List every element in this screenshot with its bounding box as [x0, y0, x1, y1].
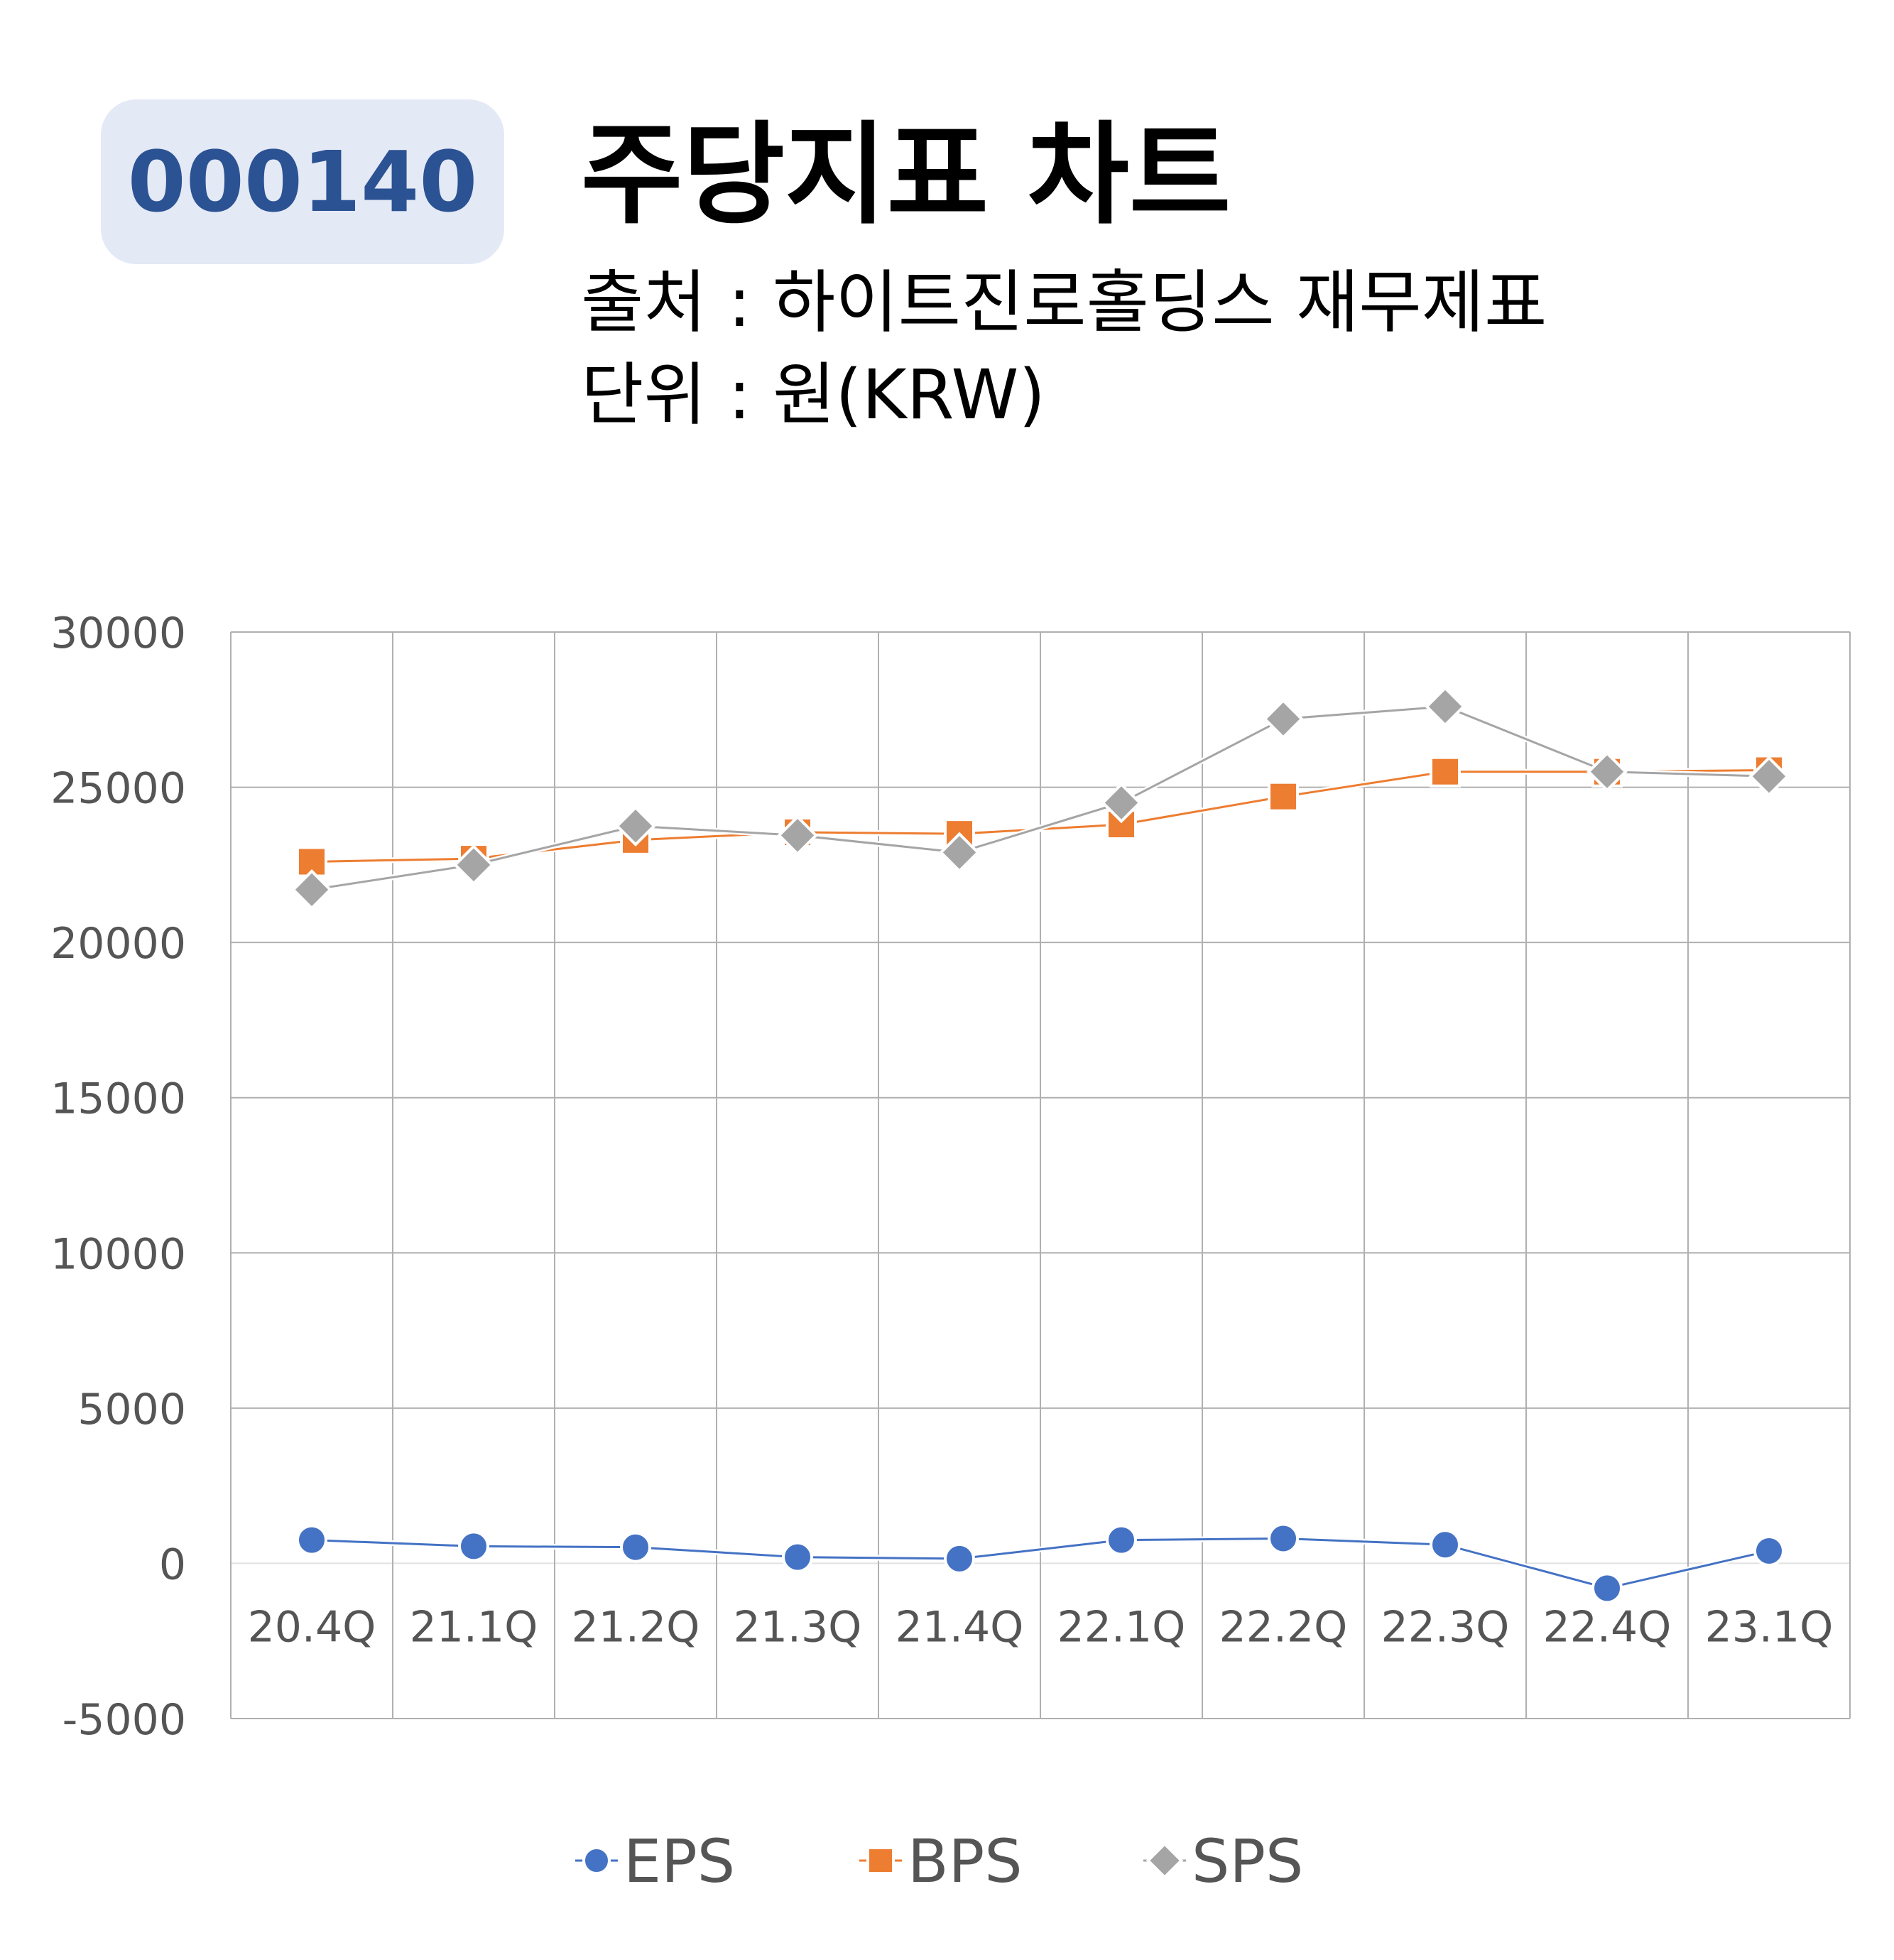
- y-tick-label: 10000: [50, 1229, 186, 1279]
- eps-point: [1106, 1524, 1137, 1556]
- eps-point: [582, 1846, 611, 1875]
- stock-code-badge: 000140: [101, 99, 504, 264]
- eps-point: [944, 1542, 975, 1574]
- legend-item-sps: SPS: [1143, 1826, 1303, 1896]
- y-tick-label: 5000: [77, 1385, 186, 1434]
- x-tick-label: 22.4Q: [1543, 1602, 1672, 1652]
- legend-item-bps: BPS: [859, 1826, 1023, 1896]
- x-tick-label: 23.1Q: [1705, 1602, 1834, 1652]
- eps-point: [296, 1524, 327, 1556]
- stock-code: 000140: [127, 133, 478, 231]
- x-tick-label: 21.2Q: [572, 1602, 700, 1652]
- page-title: 주당지표 차트: [581, 110, 1231, 239]
- sps-point: [1145, 1841, 1184, 1880]
- series-eps: [296, 1523, 1785, 1604]
- y-axis-ticks: -5000 0 5000 10000 15000 20000 25000 30000: [50, 609, 186, 1745]
- eps-point: [620, 1531, 651, 1563]
- eps-point: [1591, 1572, 1623, 1604]
- series-line: [311, 1537, 1770, 1589]
- bps-point: [1268, 780, 1299, 812]
- sps-point: [291, 869, 332, 910]
- x-tick-label: 22.1Q: [1057, 1602, 1186, 1652]
- line-chart: -5000 0 5000 10000 15000 20000 25000 30000 20.4…: [50, 609, 1851, 1896]
- legend: EPS BPS SPS: [575, 1826, 1303, 1896]
- sps-point: [777, 815, 818, 856]
- sps-point: [615, 805, 656, 847]
- sps-point: [1748, 756, 1790, 797]
- x-tick-label: 21.3Q: [734, 1602, 862, 1652]
- y-tick-label: 20000: [50, 919, 186, 969]
- sps-point: [1587, 751, 1628, 793]
- eps-point: [782, 1541, 813, 1573]
- y-tick-label: 30000: [50, 609, 186, 658]
- legend-label: BPS: [908, 1826, 1023, 1896]
- legend-label: EPS: [624, 1826, 735, 1896]
- sps-point: [1101, 782, 1142, 824]
- series-lines: [291, 686, 1790, 1604]
- x-tick-label: 21.4Q: [896, 1602, 1024, 1652]
- y-tick-label: 15000: [50, 1074, 186, 1124]
- eps-point: [1268, 1523, 1299, 1555]
- legend-label: SPS: [1192, 1826, 1303, 1896]
- chart-header: 000140 주당지표 차트 출처 : 하이트진로홀딩스 재무제표 단위 : 원…: [0, 0, 1894, 497]
- sps-point: [1425, 686, 1466, 727]
- x-tick-label: 20.4Q: [248, 1602, 376, 1652]
- sps-point: [939, 832, 980, 873]
- x-tick-label: 22.3Q: [1381, 1602, 1510, 1652]
- bps-point: [866, 1846, 895, 1875]
- unit-text: 단위 : 원(KRW): [581, 355, 1045, 435]
- eps-point: [1753, 1535, 1785, 1567]
- eps-point: [1430, 1529, 1461, 1561]
- series-sps: [291, 686, 1790, 910]
- eps-point: [458, 1530, 489, 1562]
- legend-item-eps: EPS: [575, 1826, 735, 1896]
- chart-container: -5000 0 5000 10000 15000 20000 25000 30000 20.4…: [0, 554, 1894, 1957]
- x-tick-label: 21.1Q: [410, 1602, 538, 1652]
- source-text: 출처 : 하이트진로홀딩스 재무제표: [581, 263, 1547, 342]
- grid-lines: [230, 631, 1851, 1719]
- x-axis-ticks: 20.4Q 21.1Q 21.2Q 21.3Q 21.4Q 22.1Q 22.2Q 22.3Q…: [248, 1602, 1834, 1652]
- y-tick-label: -5000: [62, 1695, 186, 1745]
- series-line: [311, 705, 1770, 891]
- bps-point: [1430, 756, 1461, 788]
- sps-point: [1263, 698, 1304, 740]
- y-tick-label: 25000: [50, 764, 186, 814]
- y-tick-label: 0: [159, 1540, 186, 1589]
- x-tick-label: 22.2Q: [1219, 1602, 1348, 1652]
- sps-point: [453, 844, 494, 886]
